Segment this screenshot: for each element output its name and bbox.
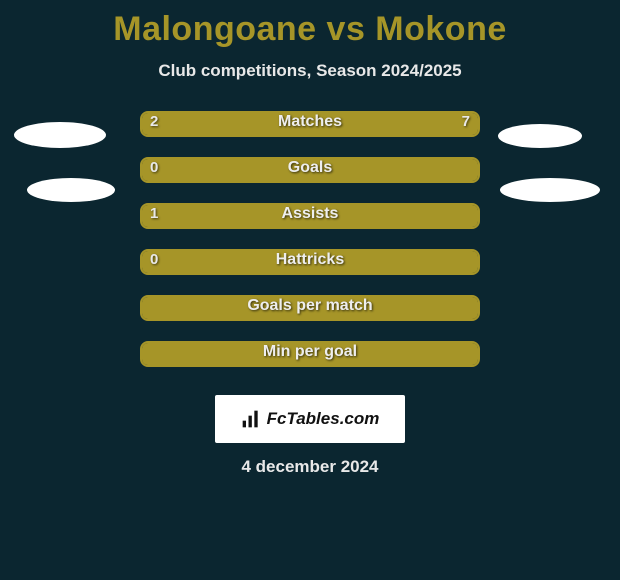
stat-row: Min per goal: [0, 341, 620, 387]
stat-value-left: 0: [150, 251, 158, 268]
stat-value-left: 2: [150, 113, 158, 130]
stat-value-right: 7: [462, 113, 470, 130]
stat-label: Min per goal: [140, 343, 480, 361]
stat-value-left: 0: [150, 159, 158, 176]
logo-text: FcTables.com: [267, 409, 380, 429]
stat-row: Goals per match: [0, 295, 620, 341]
stat-label: Hattricks: [140, 251, 480, 269]
stat-label: Matches: [140, 113, 480, 131]
logo-box: FcTables.com: [215, 395, 405, 443]
stat-label: Goals: [140, 159, 480, 177]
player-placeholder: [27, 178, 115, 202]
comparison-chart: Matches27Goals0Assists1Hattricks0Goals p…: [0, 111, 620, 387]
chart-icon: [241, 409, 261, 429]
stat-value-left: 1: [150, 205, 158, 222]
player-placeholder: [14, 122, 106, 148]
stat-row: Hattricks0: [0, 249, 620, 295]
stat-label: Assists: [140, 205, 480, 223]
stat-label: Goals per match: [140, 297, 480, 315]
player-placeholder: [500, 178, 600, 202]
stat-row: Assists1: [0, 203, 620, 249]
date-label: 4 december 2024: [0, 457, 620, 477]
page-title: Malongoane vs Mokone: [0, 0, 620, 49]
player-placeholder: [498, 124, 582, 148]
subtitle: Club competitions, Season 2024/2025: [0, 61, 620, 81]
